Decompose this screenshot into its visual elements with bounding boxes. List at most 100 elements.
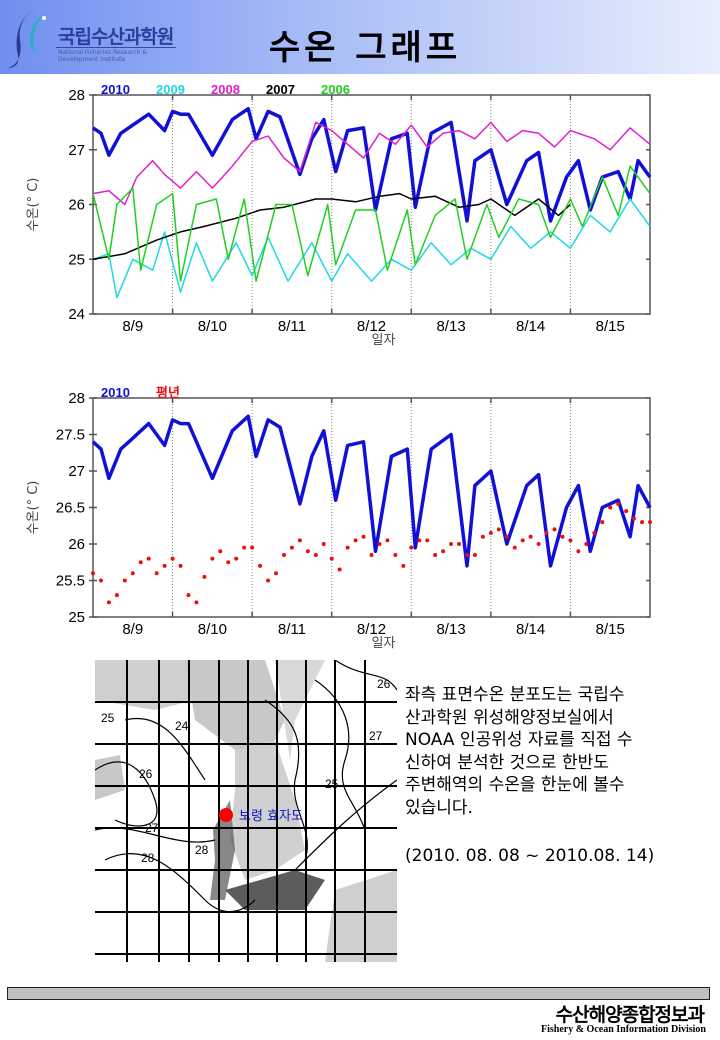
isotherm-labels: 25 26 27 28 24 25 26 27 28: [101, 677, 391, 865]
isotherm-label: 27: [369, 729, 383, 743]
data-point: [138, 560, 143, 565]
isotherm-label: 24: [175, 719, 189, 733]
x-tick-label: 8/13: [436, 318, 465, 335]
data-point: [337, 567, 342, 572]
y-tick-label: 28: [68, 87, 85, 104]
series-0: [91, 414, 652, 568]
data-point: [568, 538, 573, 543]
data-point: [313, 552, 318, 557]
y-tick-label: 24: [68, 306, 85, 323]
data-point: [234, 556, 239, 561]
data-point: [584, 542, 589, 546]
data-point: [480, 534, 485, 539]
water-temp-chart-yearly: 8/9 8/10 8/11 8/12 8/13 8/14 8/15 24 25 26 27 28 일자 수…: [26, 82, 652, 348]
data-point: [106, 600, 111, 605]
data-point: [385, 538, 390, 543]
data-point: [250, 545, 255, 550]
y-tick-label: 27: [68, 463, 85, 480]
series-line: [92, 198, 651, 299]
data-point: [345, 545, 350, 550]
isotherm-label: 26: [377, 677, 391, 691]
y-tick-label: 26: [68, 536, 85, 553]
x-axis-label: 일자: [372, 333, 396, 348]
data-point: [178, 563, 183, 568]
description-line: NOAA 인공위성 자료를 직접 수: [405, 730, 633, 750]
data-point: [305, 549, 310, 554]
data-point: [393, 552, 398, 557]
isotherm-contours: [95, 660, 397, 913]
division-name-kr: 수산해양종합정보과: [555, 1004, 705, 1026]
y-tick-label: 28: [68, 390, 85, 407]
legend-entry: 평년: [156, 385, 180, 400]
x-tick-label: 8/13: [436, 621, 465, 638]
data-point: [130, 571, 135, 576]
data-point: [488, 531, 493, 536]
legend-entry: 2008: [211, 82, 240, 97]
x-tick-label: 8/14: [516, 318, 545, 335]
data-point: [353, 538, 358, 543]
data-point: [457, 542, 462, 546]
data-point: [600, 520, 605, 525]
location-marker-label: 보령 효자도: [239, 809, 303, 824]
data-point: [528, 534, 533, 539]
data-point: [536, 542, 541, 546]
x-tick-label: 8/11: [278, 318, 306, 335]
y-tick-label: 26: [68, 197, 85, 214]
data-point: [226, 560, 231, 565]
y-tick-label: 25: [68, 251, 85, 268]
data-point: [608, 505, 613, 510]
footer-divider-bar: [7, 987, 710, 1000]
series-3: [92, 192, 571, 261]
data-point: [576, 549, 581, 554]
y-tick-label: 25: [68, 609, 85, 626]
data-point: [91, 571, 95, 576]
data-point: [632, 516, 637, 521]
isotherm-label: 28: [141, 851, 155, 865]
data-point: [640, 520, 645, 525]
data-point: [162, 563, 167, 568]
page-header: 국립수산과학원 National Fisheries Research & De…: [0, 0, 720, 74]
data-point: [122, 578, 127, 583]
data-point: [441, 549, 446, 554]
x-tick-label: 8/10: [198, 621, 227, 638]
data-point: [544, 531, 549, 536]
data-point: [202, 574, 207, 579]
data-point: [496, 527, 501, 532]
data-point: [504, 534, 509, 539]
division-name-en: Fishery & Ocean Information Division: [541, 1024, 706, 1035]
x-tick-label: 8/14: [516, 621, 545, 638]
x-tick-label: 8/11: [278, 621, 306, 638]
fish-logo-icon: [8, 8, 46, 68]
data-point: [449, 542, 454, 546]
data-point: [401, 563, 406, 568]
data-point: [361, 534, 366, 539]
data-point: [417, 538, 422, 543]
y-tick-label: 27.5: [56, 427, 85, 444]
legend-entry: 2010: [101, 82, 130, 97]
observation-period: (2010. 08. 08 ~ 2010.08. 14): [405, 846, 655, 866]
data-point: [377, 542, 382, 546]
description-line: 신하여 분석한 것으로 한반도: [405, 752, 609, 773]
location-marker-icon[interactable]: [219, 808, 233, 822]
data-point: [98, 578, 103, 583]
institute-name-en: National Fisheries Research & Developmen…: [58, 49, 148, 63]
series-1: [92, 198, 651, 299]
series-line: [91, 414, 652, 568]
data-point: [648, 520, 652, 525]
isotherm-label: 28: [195, 843, 209, 857]
series-line: [92, 165, 651, 282]
isotherm-label: 27: [145, 821, 159, 835]
sst-distribution-map: 25 26 27 28 24 25 26 27 28 보령 효자도: [95, 660, 397, 962]
x-tick-label: 8/9: [122, 318, 143, 335]
data-point: [520, 538, 525, 543]
isotherm-label: 26: [139, 767, 153, 781]
data-point: [210, 556, 215, 561]
y-tick-label: 26.5: [56, 500, 85, 517]
x-tick-label: 8/15: [596, 621, 625, 638]
data-point: [464, 552, 469, 557]
y-axis-label: 수온(° C): [26, 178, 41, 232]
data-point: [289, 545, 294, 550]
data-point: [258, 563, 263, 568]
isotherm-label: 25: [325, 777, 339, 791]
page-title: 수온 그래프: [268, 28, 462, 68]
